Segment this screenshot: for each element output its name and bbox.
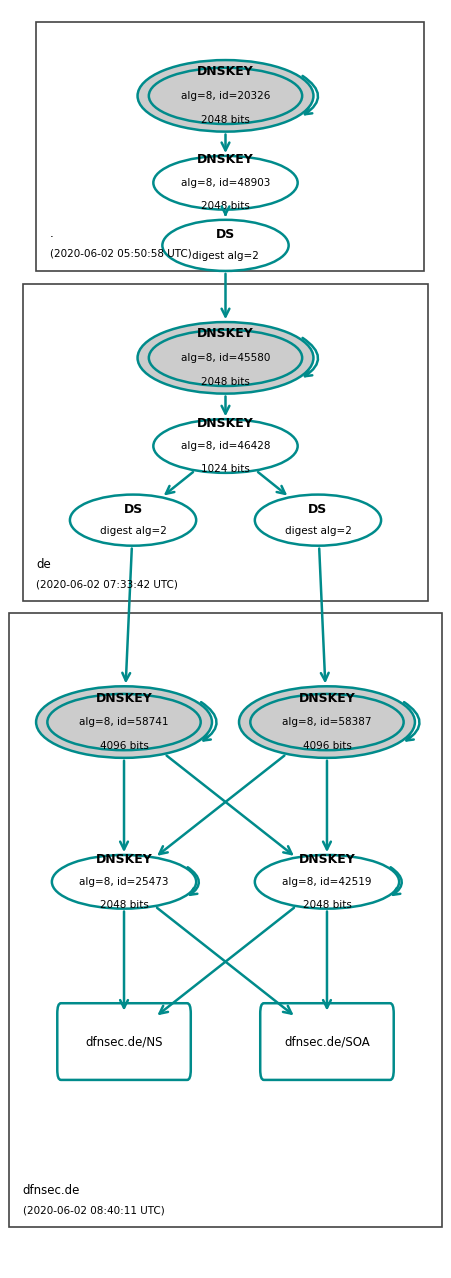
Text: (2020-06-02 05:50:58 UTC): (2020-06-02 05:50:58 UTC) bbox=[50, 248, 191, 258]
Ellipse shape bbox=[138, 60, 313, 132]
Text: digest alg=2: digest alg=2 bbox=[192, 252, 259, 261]
Text: alg=8, id=48903: alg=8, id=48903 bbox=[181, 178, 270, 188]
Text: dfnsec.de/SOA: dfnsec.de/SOA bbox=[284, 1035, 370, 1048]
Text: alg=8, id=25473: alg=8, id=25473 bbox=[79, 877, 169, 887]
Bar bbox=[36, 22, 424, 271]
Text: DNSKEY: DNSKEY bbox=[197, 327, 254, 340]
Text: alg=8, id=20326: alg=8, id=20326 bbox=[181, 91, 270, 101]
Text: 1024 bits: 1024 bits bbox=[201, 464, 250, 474]
Text: DS: DS bbox=[124, 502, 143, 516]
FancyBboxPatch shape bbox=[57, 1003, 191, 1080]
Ellipse shape bbox=[153, 156, 298, 210]
Text: alg=8, id=42519: alg=8, id=42519 bbox=[282, 877, 372, 887]
Text: 4096 bits: 4096 bits bbox=[100, 741, 148, 751]
Text: alg=8, id=58387: alg=8, id=58387 bbox=[282, 717, 372, 727]
Text: DS: DS bbox=[216, 227, 235, 242]
Ellipse shape bbox=[250, 694, 404, 750]
Text: DNSKEY: DNSKEY bbox=[197, 65, 254, 78]
Text: DNSKEY: DNSKEY bbox=[96, 852, 152, 865]
Text: digest alg=2: digest alg=2 bbox=[100, 527, 166, 535]
Ellipse shape bbox=[52, 855, 196, 909]
Text: (2020-06-02 08:40:11 UTC): (2020-06-02 08:40:11 UTC) bbox=[23, 1205, 164, 1215]
Text: 2048 bits: 2048 bits bbox=[201, 377, 250, 387]
Text: dfnsec.de: dfnsec.de bbox=[23, 1185, 80, 1197]
Ellipse shape bbox=[149, 330, 302, 386]
Ellipse shape bbox=[153, 419, 298, 473]
Bar bbox=[9, 613, 442, 1227]
Text: DNSKEY: DNSKEY bbox=[197, 153, 254, 166]
Bar bbox=[23, 284, 428, 601]
Ellipse shape bbox=[138, 322, 313, 394]
FancyBboxPatch shape bbox=[260, 1003, 394, 1080]
Text: 2048 bits: 2048 bits bbox=[303, 900, 351, 910]
Text: .: . bbox=[50, 227, 53, 240]
Ellipse shape bbox=[239, 686, 415, 758]
Text: digest alg=2: digest alg=2 bbox=[285, 527, 351, 535]
Text: alg=8, id=58741: alg=8, id=58741 bbox=[79, 717, 169, 727]
Text: 2048 bits: 2048 bits bbox=[100, 900, 148, 910]
Ellipse shape bbox=[255, 495, 381, 546]
Ellipse shape bbox=[47, 694, 201, 750]
Ellipse shape bbox=[149, 68, 302, 124]
Text: DNSKEY: DNSKEY bbox=[299, 691, 355, 704]
Text: 2048 bits: 2048 bits bbox=[201, 201, 250, 211]
Text: alg=8, id=46428: alg=8, id=46428 bbox=[181, 441, 270, 451]
Text: DS: DS bbox=[308, 502, 327, 516]
Text: alg=8, id=45580: alg=8, id=45580 bbox=[181, 353, 270, 363]
Text: DNSKEY: DNSKEY bbox=[299, 852, 355, 865]
Text: 2048 bits: 2048 bits bbox=[201, 115, 250, 125]
Text: (2020-06-02 07:33:42 UTC): (2020-06-02 07:33:42 UTC) bbox=[36, 579, 178, 589]
Text: dfnsec.de/NS: dfnsec.de/NS bbox=[85, 1035, 163, 1048]
Text: DNSKEY: DNSKEY bbox=[197, 417, 254, 429]
Ellipse shape bbox=[36, 686, 212, 758]
Ellipse shape bbox=[162, 220, 289, 271]
Text: 4096 bits: 4096 bits bbox=[303, 741, 351, 751]
Text: DNSKEY: DNSKEY bbox=[96, 691, 152, 704]
Text: de: de bbox=[36, 558, 51, 571]
Ellipse shape bbox=[70, 495, 196, 546]
Ellipse shape bbox=[255, 855, 399, 909]
